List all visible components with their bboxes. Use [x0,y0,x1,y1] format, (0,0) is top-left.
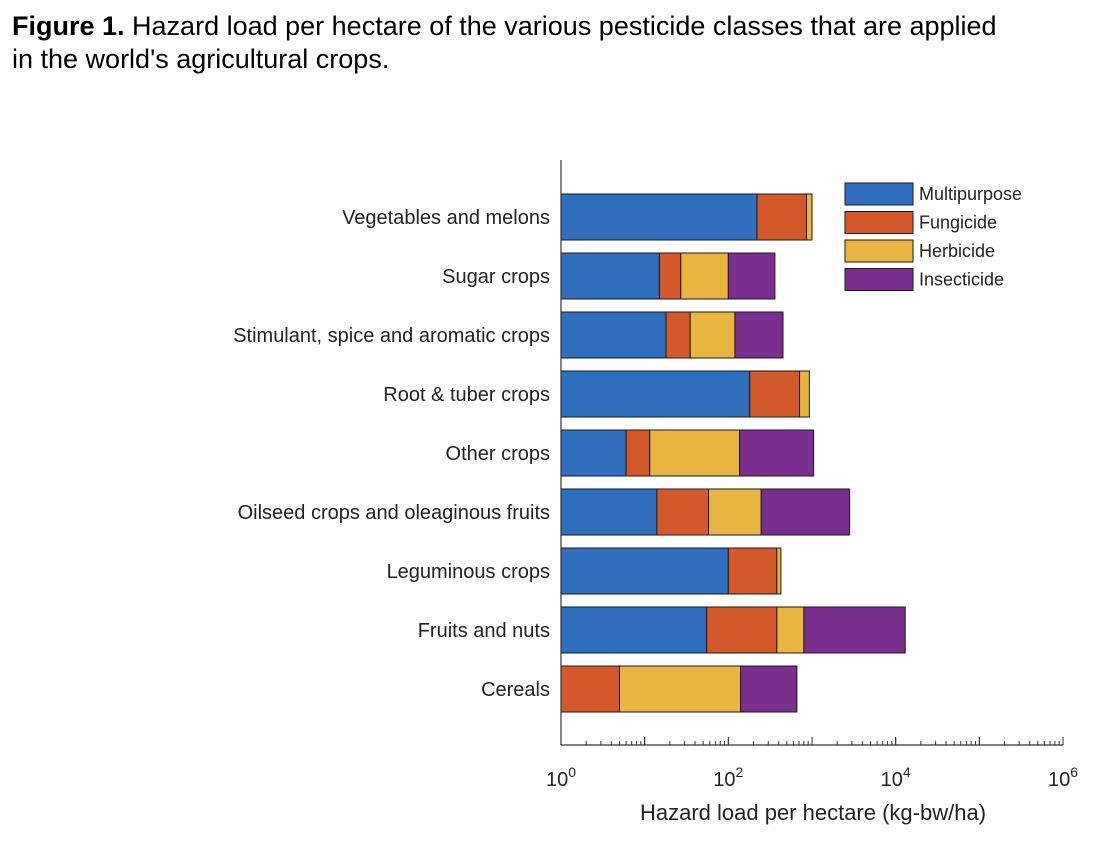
bar-segment-herbicide [799,370,810,418]
category-label: Sugar crops [442,266,550,288]
category-label: Fruits and nuts [418,620,550,642]
bar-segment-herbicide [618,665,742,713]
legend-swatch-herbicide [844,239,914,263]
bar-segment-fungicide [749,370,801,418]
x-tick-label: 100 [546,764,576,791]
bar-segment-insecticide [739,429,815,477]
bar-segment-herbicide [776,547,782,595]
bar-segment-multipurpose [560,370,751,418]
bar-segment-herbicide [649,429,741,477]
bar-segment-multipurpose [560,547,729,595]
legend: Multipurpose Fungicide Herbicide Insecticid… [844,182,1022,291]
bar-segment-fungicide [656,488,710,536]
legend-label-insecticide: Insecticide [919,270,1004,290]
bar-segment-fungicide [756,193,808,241]
bar-segment-multipurpose [560,488,658,536]
category-label: Other crops [446,443,550,465]
bar-segment-multipurpose [560,311,667,359]
x-tick-label: 106 [1048,764,1078,791]
bar-segment-herbicide [776,606,805,654]
legend-swatch-multipurpose [844,182,914,206]
category-label: Leguminous crops [387,561,550,583]
bar-segment-insecticide [760,488,851,536]
bar-segment-fungicide [560,665,620,713]
x-tick-label: 104 [881,764,911,791]
legend-label-multipurpose: Multipurpose [919,184,1022,204]
bar-segment-insecticide [740,665,798,713]
figure-caption: Figure 1. Hazard load per hectare of the… [12,10,1012,76]
category-label: Vegetables and melons [342,207,550,229]
bar-segment-fungicide [625,429,651,477]
category-labels-group: Vegetables and melons Sugar crops Stimulan… [233,207,550,701]
category-label: Cereals [481,679,550,701]
bar-segment-insecticide [727,252,776,300]
category-label: Oilseed crops and oleaginous fruits [238,502,550,524]
legend-label-herbicide: Herbicide [919,241,995,261]
category-label: Root & tuber crops [383,384,550,406]
bar-segment-herbicide [680,252,729,300]
bar-segment-herbicide [806,193,813,241]
bar-segment-fungicide [727,547,778,595]
bar-segment-multipurpose [560,252,660,300]
bar-segment-herbicide [708,488,762,536]
bar-segment-multipurpose [560,606,708,654]
x-axis-group: 100 102 104 106 Hazard load per hectare (kg-… [546,160,1078,825]
bar-segment-multipurpose [560,193,758,241]
figure-caption-text: Hazard load per hectare of the various p… [12,11,997,74]
bar-segment-fungicide [658,252,682,300]
legend-swatch-fungicide [844,211,914,234]
bar-segment-fungicide [706,606,778,654]
bar-segment-insecticide [734,311,784,359]
bar-segment-multipurpose [560,429,627,477]
legend-label-fungicide: Fungicide [919,213,997,233]
x-tick-label: 102 [713,764,743,791]
bars-group [560,193,906,713]
bar-segment-insecticide [803,606,906,654]
figure-label: Figure 1. [12,11,125,41]
legend-swatch-insecticide [844,268,914,291]
category-label: Stimulant, spice and aromatic crops [233,325,550,347]
x-axis-label: Hazard load per hectare (kg-bw/ha) [640,800,986,825]
bar-segment-fungicide [665,311,691,359]
bar-segment-herbicide [689,311,736,359]
